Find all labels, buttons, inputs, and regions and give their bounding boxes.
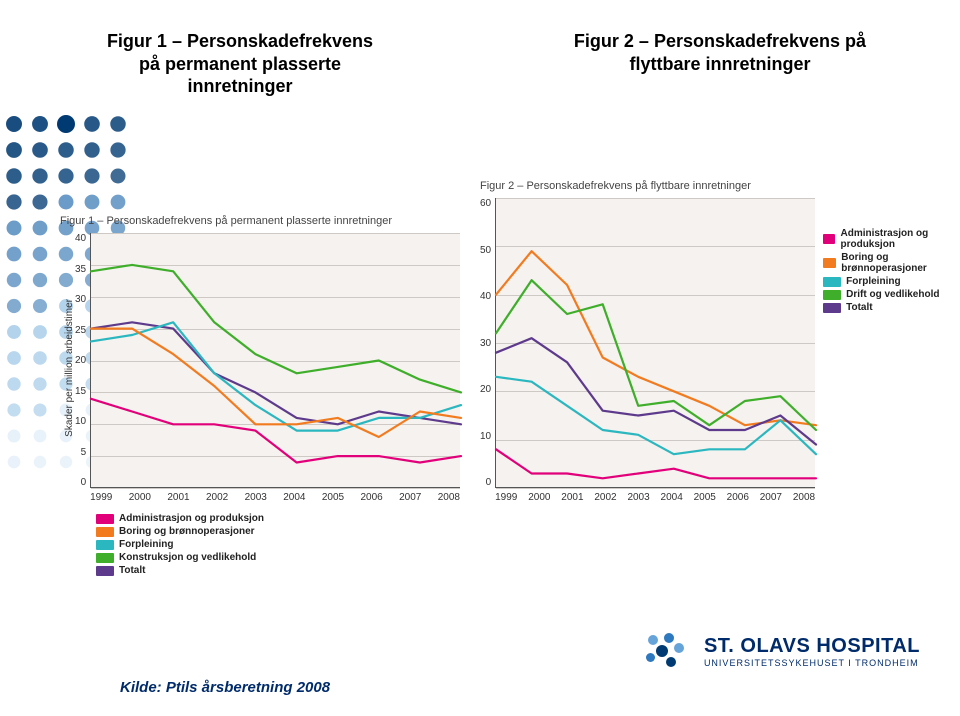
- legend-label: Totalt: [119, 565, 145, 576]
- xtick-label: 2005: [322, 492, 344, 503]
- xtick-label: 2008: [793, 492, 815, 503]
- xtick-label: 2006: [361, 492, 383, 503]
- legend-swatch: [823, 290, 841, 300]
- xtick-label: 2004: [661, 492, 683, 503]
- legend-swatch: [96, 553, 114, 563]
- legend-swatch: [823, 258, 836, 268]
- logo-dots-icon: [644, 631, 694, 671]
- title-left: Figur 1 – Personskadefrekvens på permane…: [0, 30, 480, 98]
- legend-item: Totalt: [96, 565, 470, 576]
- legend-swatch: [96, 566, 114, 576]
- legend-item: Boring og brønnoperasjoner: [823, 252, 940, 274]
- legend-item: Konstruksjon og vedlikehold: [96, 552, 470, 563]
- ytick-label: 0: [480, 477, 491, 488]
- title-left-line2: på permanent plasserte: [0, 53, 480, 76]
- ytick-label: 20: [480, 384, 491, 395]
- logo-line2: UNIVERSITETSSYKEHUSET I TRONDHEIM: [704, 658, 920, 668]
- xtick-label: 2001: [561, 492, 583, 503]
- legend-item: Administrasjon og produksjon: [96, 513, 470, 524]
- xtick-label: 1999: [90, 492, 112, 503]
- title-right: Figur 2 – Personskadefrekvens på flyttba…: [480, 30, 960, 98]
- titles-row: Figur 1 – Personskadefrekvens på permane…: [0, 30, 960, 98]
- ytick-label: 60: [480, 198, 491, 209]
- fig1-chart-wrap: Skader per million arbeidstimer 40 35 30 25…: [60, 233, 470, 503]
- ytick-label: 35: [75, 264, 86, 275]
- fig2-legend: Administrasjon og produksjonBoring og br…: [823, 228, 940, 503]
- legend-label: Forpleining: [119, 539, 173, 550]
- title-right-line2: flyttbare innretninger: [480, 53, 960, 76]
- ytick-label: 15: [75, 386, 86, 397]
- legend-label: Konstruksjon og vedlikehold: [119, 552, 256, 563]
- figure-2: Figur 2 – Personskadefrekvens på flyttba…: [480, 180, 940, 503]
- ytick-label: 30: [480, 338, 491, 349]
- xtick-label: 2007: [399, 492, 421, 503]
- legend-item: Administrasjon og produksjon: [823, 228, 940, 250]
- fig2-xaxis: 1999 2000 2001 2002 2003 2004 2005 2006 2007 2008: [495, 488, 815, 503]
- legend-label: Boring og brønnoperasjoner: [841, 252, 940, 274]
- legend-item: Totalt: [823, 302, 940, 313]
- logo-line1: ST. OLAVS HOSPITAL: [704, 635, 920, 658]
- legend-swatch: [96, 540, 114, 550]
- fig1-caption: Figur 1 – Personskadefrekvens på permane…: [60, 215, 470, 227]
- ytick-label: 10: [75, 416, 86, 427]
- xtick-label: 2003: [245, 492, 267, 503]
- ytick-label: 20: [75, 355, 86, 366]
- xtick-label: 2006: [727, 492, 749, 503]
- legend-label: Boring og brønnoperasjoner: [119, 526, 255, 537]
- legend-swatch: [96, 514, 114, 524]
- fig1-yaxis: 40 35 30 25 20 15 10 5 0: [75, 233, 90, 488]
- title-left-line1: Figur 1 – Personskadefrekvens: [0, 30, 480, 53]
- ytick-label: 25: [75, 325, 86, 336]
- legend-swatch: [96, 527, 114, 537]
- legend-item: Forpleining: [96, 539, 470, 550]
- legend-item: Forpleining: [823, 276, 940, 287]
- fig2-chart-wrap: 60 50 40 30 20 10 0 1999 2000 2001 2002 2003 2004 20…: [480, 198, 815, 503]
- fig2-caption: Figur 2 – Personskadefrekvens på flyttba…: [480, 180, 940, 192]
- ytick-label: 5: [75, 447, 86, 458]
- ytick-label: 40: [75, 233, 86, 244]
- fig1-legend: Administrasjon og produksjon Boring og br…: [96, 513, 470, 578]
- xtick-label: 2008: [438, 492, 460, 503]
- legend-label: Totalt: [846, 302, 872, 313]
- xtick-label: 2002: [206, 492, 228, 503]
- title-right-line1: Figur 2 – Personskadefrekvens på: [480, 30, 960, 53]
- legend-label: Administrasjon og produksjon: [840, 228, 940, 250]
- fig1-xaxis: 1999 2000 2001 2002 2003 2004 2005 2006 2007 2008: [90, 488, 460, 503]
- fig2-yaxis: 60 50 40 30 20 10 0: [480, 198, 495, 488]
- ytick-label: 10: [480, 431, 491, 442]
- logo-text: ST. OLAVS HOSPITAL UNIVERSITETSSYKEHUSET…: [704, 635, 920, 668]
- title-left-line3: innretninger: [0, 75, 480, 98]
- xtick-label: 2002: [594, 492, 616, 503]
- fig2-plot: [495, 198, 815, 488]
- legend-item: Boring og brønnoperasjoner: [96, 526, 470, 537]
- xtick-label: 2000: [528, 492, 550, 503]
- xtick-label: 2001: [167, 492, 189, 503]
- legend-swatch: [823, 234, 835, 244]
- legend-label: Forpleining: [846, 276, 900, 287]
- legend-swatch: [823, 303, 841, 313]
- ytick-label: 30: [75, 294, 86, 305]
- legend-swatch: [823, 277, 841, 287]
- ytick-label: 40: [480, 291, 491, 302]
- legend-label: Administrasjon og produksjon: [119, 513, 264, 524]
- legend-item: Drift og vedlikehold: [823, 289, 940, 300]
- legend-label: Drift og vedlikehold: [846, 289, 939, 300]
- fig1-plot: [90, 233, 460, 488]
- fig1-ylabel: Skader per million arbeidstimer: [60, 299, 75, 437]
- xtick-label: 2003: [627, 492, 649, 503]
- source-label: Kilde: Ptils årsberetning 2008: [120, 679, 330, 696]
- figure-1: Figur 1 – Personskadefrekvens på permane…: [60, 215, 470, 578]
- xtick-label: 1999: [495, 492, 517, 503]
- xtick-label: 2000: [129, 492, 151, 503]
- ytick-label: 50: [480, 245, 491, 256]
- xtick-label: 2007: [760, 492, 782, 503]
- figures-row: Figur 1 – Personskadefrekvens på permane…: [60, 180, 940, 578]
- xtick-label: 2005: [694, 492, 716, 503]
- ytick-label: 0: [75, 477, 86, 488]
- hospital-logo: ST. OLAVS HOSPITAL UNIVERSITETSSYKEHUSET…: [644, 631, 920, 671]
- xtick-label: 2004: [283, 492, 305, 503]
